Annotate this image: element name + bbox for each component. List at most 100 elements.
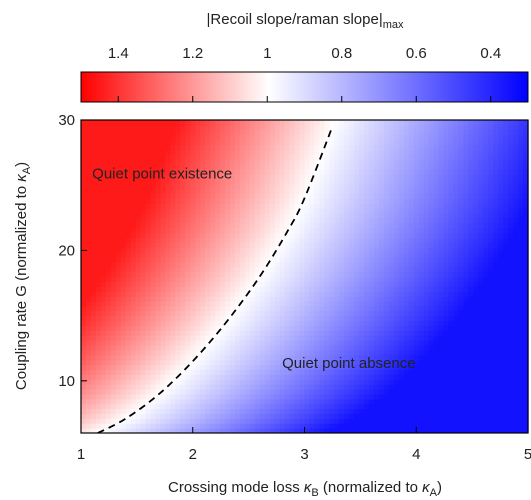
heatmap-cell: [105, 384, 112, 390]
heatmap-cell: [309, 330, 316, 336]
heatmap-cell: [200, 139, 206, 146]
heatmap-cell: [324, 129, 330, 136]
heatmap-cell: [175, 134, 181, 141]
heatmap-cell: [90, 398, 97, 405]
heatmap-cell: [90, 286, 97, 292]
heatmap-cell: [463, 261, 469, 268]
heatmap-cell: [344, 330, 350, 336]
heatmap-cell: [105, 232, 112, 238]
heatmap-cell: [398, 120, 405, 126]
heatmap-cell: [264, 159, 271, 165]
heatmap-cell: [259, 203, 266, 209]
heatmap-cell: [339, 164, 345, 170]
heatmap-cell: [190, 144, 196, 150]
heatmap-cell: [210, 154, 216, 160]
heatmap-cell: [423, 154, 430, 160]
heatmap-cell: [170, 369, 176, 375]
heatmap-cell: [95, 168, 102, 175]
heatmap-cell: [339, 222, 345, 229]
heatmap-cell: [210, 359, 216, 366]
heatmap-cell: [115, 183, 122, 190]
heatmap-cell: [458, 344, 465, 351]
heatmap-cell: [110, 222, 117, 229]
heatmap-cell: [383, 315, 390, 322]
heatmap-cell: [354, 286, 360, 292]
heatmap-cell: [458, 252, 465, 258]
heatmap-cell: [115, 164, 122, 170]
heatmap-cell: [463, 300, 469, 307]
heatmap-cell: [349, 139, 355, 146]
heatmap-cell: [190, 193, 196, 199]
heatmap-cell: [125, 232, 132, 238]
heatmap-cell: [364, 256, 370, 263]
heatmap-cell: [388, 428, 395, 433]
heatmap-cell: [438, 193, 445, 199]
heatmap-cell: [115, 237, 122, 243]
heatmap-cell: [105, 374, 112, 380]
heatmap-cell: [215, 408, 221, 415]
heatmap-cell: [383, 388, 390, 395]
heatmap-cell: [110, 315, 117, 322]
heatmap-cell: [438, 242, 445, 248]
heatmap-cell: [304, 340, 311, 346]
heatmap-cell: [448, 222, 455, 229]
heatmap-cell: [294, 144, 301, 150]
heatmap-cell: [413, 247, 420, 253]
heatmap-cell: [403, 418, 410, 424]
heatmap-cell: [120, 354, 127, 361]
heatmap-cell: [254, 403, 261, 410]
heatmap-cell: [408, 203, 415, 209]
heatmap-cell: [85, 183, 92, 190]
heatmap-cell: [438, 340, 445, 346]
heatmap-cell: [413, 124, 420, 131]
heatmap-cell: [398, 139, 405, 146]
heatmap-cell: [195, 286, 201, 292]
heatmap-cell: [110, 369, 117, 375]
heatmap-cell: [383, 310, 390, 317]
heatmap-cell: [145, 325, 152, 331]
heatmap-cell: [269, 393, 276, 400]
heatmap-cell: [259, 379, 266, 385]
heatmap-cell: [210, 398, 216, 405]
heatmap-cell: [438, 261, 445, 268]
heatmap-cell: [195, 266, 201, 273]
heatmap-cell: [349, 364, 355, 371]
heatmap-cell: [239, 374, 246, 380]
heatmap-cell: [304, 212, 311, 219]
heatmap-cell: [448, 296, 455, 302]
heatmap-cell: [165, 178, 171, 185]
heatmap-cell: [210, 286, 216, 292]
heatmap-cell: [289, 340, 296, 346]
heatmap-cell: [428, 398, 435, 405]
heatmap-cell: [443, 276, 450, 282]
heatmap-cell: [249, 242, 256, 248]
heatmap-cell: [175, 149, 181, 155]
heatmap-cell: [369, 384, 375, 390]
heatmap-cell: [110, 124, 117, 131]
heatmap-cell: [155, 315, 162, 322]
heatmap-cell: [453, 388, 460, 395]
heatmap-cell: [418, 149, 425, 155]
heatmap-cell: [195, 252, 201, 258]
heatmap-cell: [100, 403, 107, 410]
heatmap-cell: [85, 364, 92, 371]
heatmap-cell: [195, 217, 201, 224]
heatmap-cell: [339, 139, 345, 146]
heatmap-cell: [160, 149, 167, 155]
heatmap-cell: [398, 252, 405, 258]
heatmap-cell: [215, 369, 221, 375]
heatmap-cell: [100, 354, 107, 361]
heatmap-cell: [205, 340, 211, 346]
heatmap-cell: [249, 159, 256, 165]
heatmap-cell: [458, 144, 465, 150]
colorbar-tick-label: 1.2: [182, 45, 203, 62]
heatmap-cell: [239, 340, 246, 346]
heatmap-cell: [244, 124, 251, 131]
heatmap-cell: [463, 281, 469, 287]
heatmap-cell: [413, 129, 420, 136]
heatmap-cell: [398, 256, 405, 263]
heatmap-cell: [264, 173, 271, 180]
heatmap-cell: [279, 291, 286, 297]
heatmap-cell: [234, 124, 241, 131]
heatmap-cell: [334, 418, 340, 424]
